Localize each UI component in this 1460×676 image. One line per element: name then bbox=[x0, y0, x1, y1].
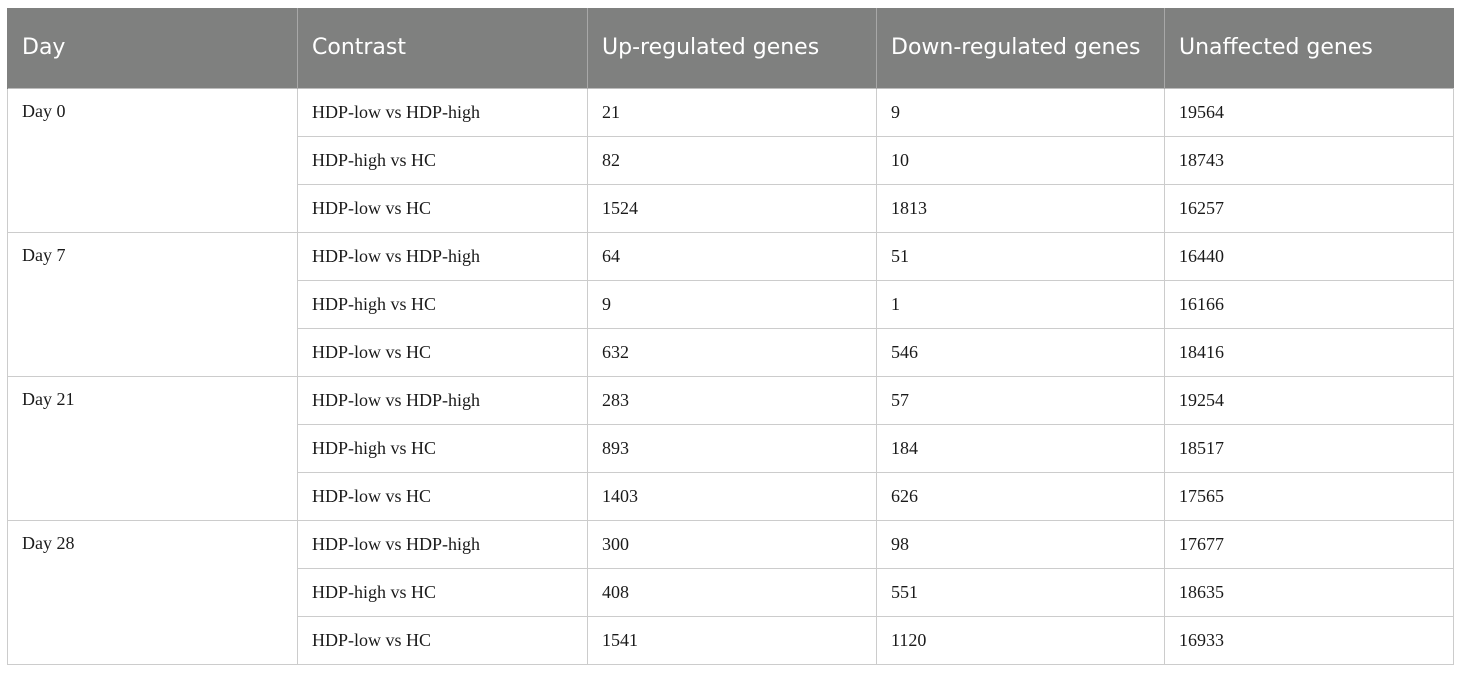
down-regulated-cell: 57 bbox=[876, 375, 1165, 425]
down-regulated-cell: 10 bbox=[876, 135, 1165, 185]
header-row: Day Contrast Up-regulated genes Down-reg… bbox=[7, 8, 1454, 88]
table-row: Day 0 HDP-low vs HDP-high 21 9 19564 bbox=[7, 87, 1454, 233]
unaffected-cell: 17677 bbox=[1164, 519, 1454, 569]
contrast-cell: HDP-low vs HDP-high bbox=[297, 87, 588, 137]
contrast-cell: HDP-high vs HC bbox=[297, 423, 588, 473]
header-day: Day bbox=[7, 8, 298, 88]
header-up-regulated: Up-regulated genes bbox=[587, 8, 877, 88]
table-row: HDP-high vs HC 9 1 16166 bbox=[8, 279, 1454, 329]
down-regulated-cell: 9 bbox=[876, 87, 1165, 137]
unaffected-cell: 19254 bbox=[1164, 375, 1454, 425]
day-cell: Day 0 bbox=[7, 87, 298, 233]
up-regulated-cell: 1524 bbox=[587, 183, 877, 233]
contrast-cell: HDP-high vs HC bbox=[297, 135, 588, 185]
day-cell: Day 7 bbox=[7, 231, 298, 377]
header-unaffected: Unaffected genes bbox=[1164, 8, 1454, 88]
up-regulated-cell: 1403 bbox=[587, 471, 877, 521]
table-row: HDP-low vs HC 1403 626 17565 bbox=[8, 471, 1454, 521]
up-regulated-cell: 893 bbox=[587, 423, 877, 473]
table-row: HDP-high vs HC 893 184 18517 bbox=[8, 423, 1454, 473]
differential-expression-table: Day Contrast Up-regulated genes Down-reg… bbox=[7, 8, 1454, 665]
up-regulated-cell: 632 bbox=[587, 327, 877, 377]
unaffected-cell: 16257 bbox=[1164, 183, 1454, 233]
up-regulated-cell: 21 bbox=[587, 87, 877, 137]
unaffected-cell: 16933 bbox=[1164, 615, 1454, 665]
results-table-container: Day Contrast Up-regulated genes Down-reg… bbox=[7, 8, 1454, 665]
up-regulated-cell: 64 bbox=[587, 231, 877, 281]
up-regulated-cell: 408 bbox=[587, 567, 877, 617]
down-regulated-cell: 1 bbox=[876, 279, 1165, 329]
down-regulated-cell: 98 bbox=[876, 519, 1165, 569]
contrast-cell: HDP-low vs HDP-high bbox=[297, 375, 588, 425]
table-row: Day 21 HDP-low vs HDP-high 283 57 19254 bbox=[7, 375, 1454, 521]
down-regulated-cell: 1120 bbox=[876, 615, 1165, 665]
unaffected-cell: 18416 bbox=[1164, 327, 1454, 377]
down-regulated-cell: 1813 bbox=[876, 183, 1165, 233]
header-down-regulated: Down-regulated genes bbox=[876, 8, 1165, 88]
contrast-cell: HDP-low vs HC bbox=[297, 183, 588, 233]
unaffected-cell: 18635 bbox=[1164, 567, 1454, 617]
table-row: HDP-low vs HC 1541 1120 16933 bbox=[8, 615, 1454, 665]
contrast-cell: HDP-high vs HC bbox=[297, 567, 588, 617]
contrast-cell: HDP-high vs HC bbox=[297, 279, 588, 329]
unaffected-cell: 18517 bbox=[1164, 423, 1454, 473]
day-cell: Day 28 bbox=[7, 519, 298, 665]
up-regulated-cell: 283 bbox=[587, 375, 877, 425]
down-regulated-cell: 626 bbox=[876, 471, 1165, 521]
table-row: HDP-low vs HC 632 546 18416 bbox=[8, 327, 1454, 377]
day-cell: Day 21 bbox=[7, 375, 298, 521]
unaffected-cell: 17565 bbox=[1164, 471, 1454, 521]
table-row: HDP-low vs HC 1524 1813 16257 bbox=[8, 183, 1454, 233]
down-regulated-cell: 546 bbox=[876, 327, 1165, 377]
unaffected-cell: 18743 bbox=[1164, 135, 1454, 185]
down-regulated-cell: 51 bbox=[876, 231, 1165, 281]
contrast-cell: HDP-low vs HC bbox=[297, 471, 588, 521]
table-row: HDP-high vs HC 82 10 18743 bbox=[8, 135, 1454, 185]
down-regulated-cell: 184 bbox=[876, 423, 1165, 473]
table-row: Day 7 HDP-low vs HDP-high 64 51 16440 bbox=[7, 231, 1454, 377]
unaffected-cell: 16440 bbox=[1164, 231, 1454, 281]
header-contrast: Contrast bbox=[297, 8, 588, 88]
down-regulated-cell: 551 bbox=[876, 567, 1165, 617]
unaffected-cell: 19564 bbox=[1164, 87, 1454, 137]
contrast-cell: HDP-low vs HDP-high bbox=[297, 231, 588, 281]
up-regulated-cell: 82 bbox=[587, 135, 877, 185]
unaffected-cell: 16166 bbox=[1164, 279, 1454, 329]
table-row: Day 28 HDP-low vs HDP-high 300 98 17677 bbox=[7, 519, 1454, 665]
up-regulated-cell: 1541 bbox=[587, 615, 877, 665]
up-regulated-cell: 300 bbox=[587, 519, 877, 569]
contrast-cell: HDP-low vs HC bbox=[297, 615, 588, 665]
up-regulated-cell: 9 bbox=[587, 279, 877, 329]
contrast-cell: HDP-low vs HC bbox=[297, 327, 588, 377]
contrast-cell: HDP-low vs HDP-high bbox=[297, 519, 588, 569]
